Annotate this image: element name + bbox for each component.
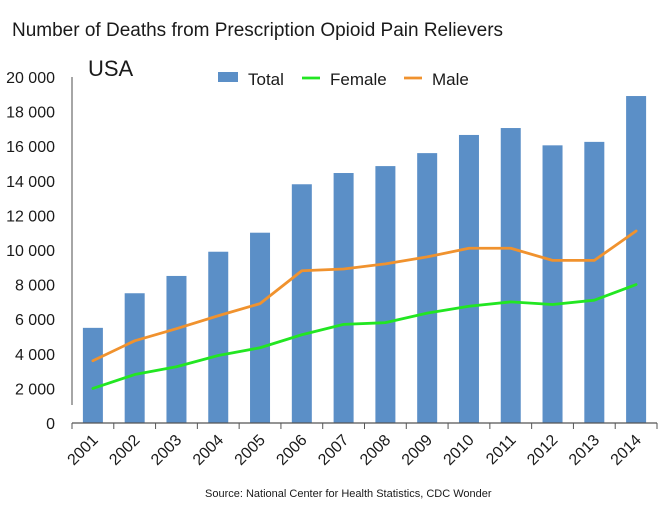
legend-label-female: Female [330,70,387,89]
bar-total-2013 [584,141,605,423]
bar-total-2009 [417,153,438,423]
chart-subtitle: USA [88,56,134,81]
x-tick-label: 2014 [608,432,645,469]
legend-label-male: Male [432,70,469,89]
x-tick-label: 2005 [232,432,269,469]
x-tick-label: 2012 [524,432,561,469]
x-tick-label: 2008 [357,432,394,469]
y-tick-label: 0 [46,416,55,433]
bar-total-2007 [333,173,354,423]
source-note: Source: National Center for Health Stati… [205,488,492,500]
y-tick-label: 10 000 [6,243,55,260]
lines [91,229,638,390]
x-tick-label: 2009 [399,432,436,469]
bar-total-2002 [124,293,145,423]
x-tick-label: 2006 [273,432,310,469]
x-tick-label: 2007 [315,432,352,469]
bar-total-2005 [250,232,271,423]
bar-total-2004 [208,251,229,423]
x-tick-label: 2004 [190,432,227,469]
legend-swatch-total [218,72,238,82]
bar-total-2012 [542,145,563,423]
y-tick-label: 4 000 [15,347,55,364]
x-tick-label: 2013 [566,432,603,469]
x-axis: 2001 2002 2003 2004 2005 2006 2007 2008 2009 2010… [65,422,658,469]
bar-total-2010 [458,134,479,423]
bars [82,96,647,423]
y-tick-label: 20 000 [6,70,55,87]
x-tick-label: 2002 [106,432,143,469]
y-tick-label: 2 000 [15,381,55,398]
y-axis: 0 2 000 4 000 6 000 8 000 10 000 12 000 14 000 1… [6,70,73,433]
bar-total-2001 [82,327,103,423]
x-tick-label: 2011 [483,432,519,468]
y-tick-label: 18 000 [6,105,55,122]
y-tick-label: 16 000 [6,139,55,156]
y-tick-label: 8 000 [15,278,55,295]
x-tick-label: 2010 [441,432,478,469]
line-male [91,229,638,363]
bar-total-2008 [375,166,396,423]
x-tick-label: 2003 [148,432,185,469]
y-tick-label: 12 000 [6,208,55,225]
bar-total-2011 [500,128,521,423]
y-tick-label: 14 000 [6,174,55,191]
line-female [91,283,638,390]
x-tick-label: 2001 [65,432,102,469]
y-tick-label: 6 000 [15,312,55,329]
chart-title: Number of Deaths from Prescription Opioi… [12,20,503,41]
bar-total-2014 [626,96,647,423]
bar-total-2006 [291,184,312,423]
bar-total-2003 [166,275,187,423]
legend-label-total: Total [248,70,284,89]
legend: Total Female Male [218,70,469,89]
